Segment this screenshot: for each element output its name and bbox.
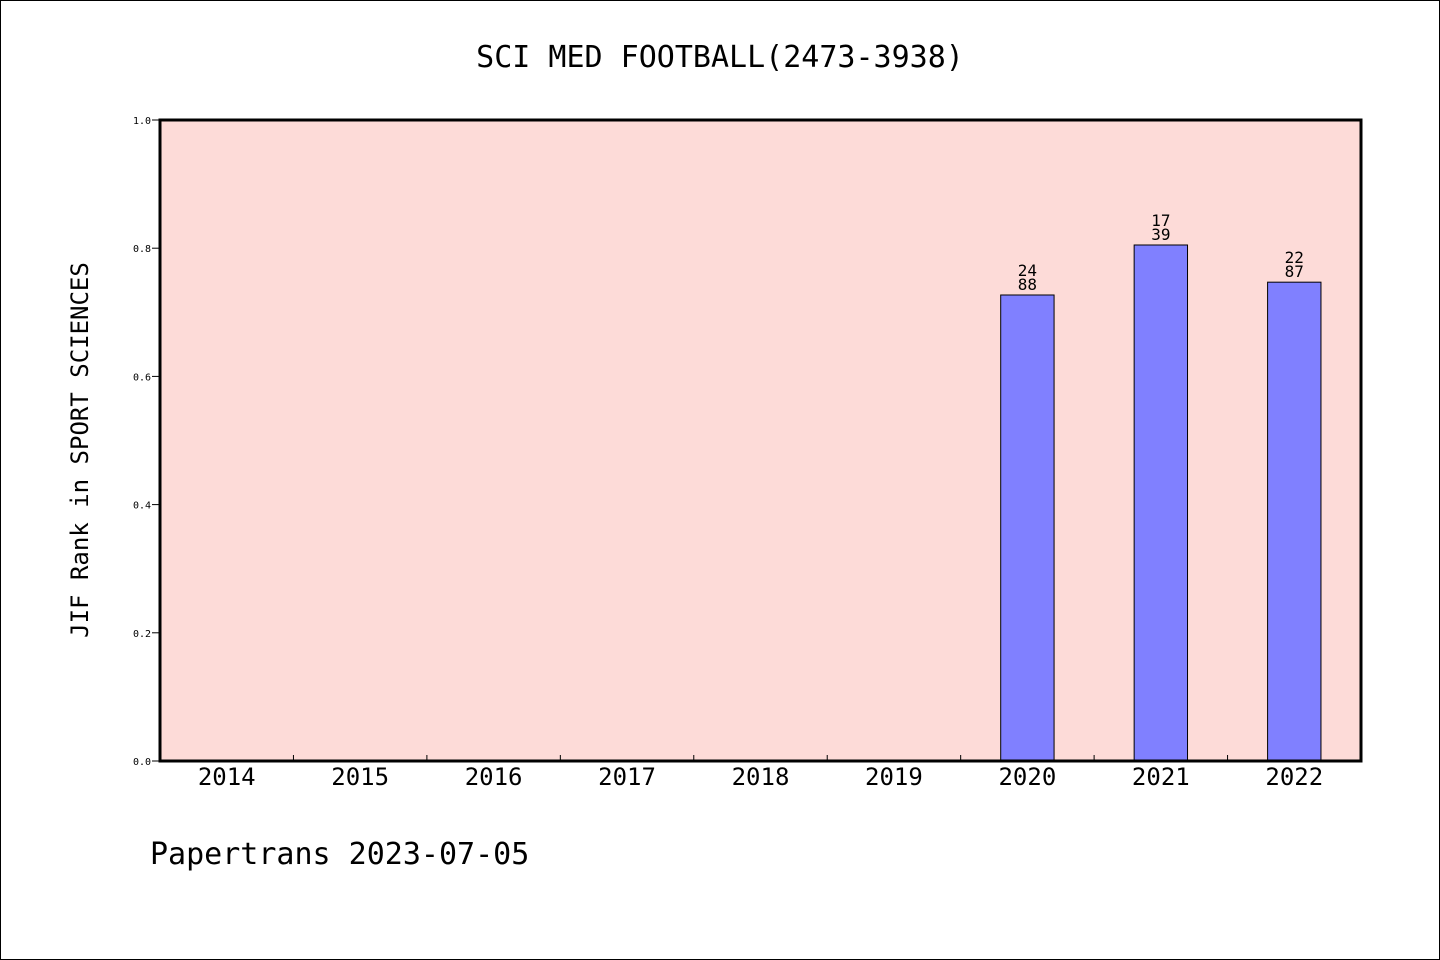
bar-2022 <box>1267 281 1322 762</box>
x-tick-label: 2021 <box>1132 763 1190 791</box>
x-tick-label: 2014 <box>198 763 256 791</box>
x-axis-ticks: 2014 2015 2016 2017 2018 2019 2020 2021 2022 <box>198 755 1323 791</box>
x-tick-label: 2018 <box>732 763 790 791</box>
plot-border <box>158 118 1363 763</box>
bar-2020 <box>1000 294 1055 762</box>
x-tick-label: 2015 <box>331 763 389 791</box>
y-axis-ticks: 0.0 0.2 0.4 0.6 0.8 1.0 <box>133 116 160 768</box>
footer-text: Papertrans 2023-07-05 <box>150 837 529 872</box>
bar-label-total: 87 <box>1285 262 1304 281</box>
bar-2021 <box>1133 244 1189 762</box>
y-tick-label: 0.2 <box>133 629 151 640</box>
y-tick-label: 0.0 <box>133 757 151 768</box>
bar-label-rank: 24 <box>1018 261 1037 280</box>
y-tick-label: 1.0 <box>133 116 151 127</box>
x-tick-label: 2020 <box>998 763 1056 791</box>
x-tick-label: 2016 <box>465 763 523 791</box>
bars-group <box>1000 244 1322 762</box>
y-tick-label: 0.6 <box>133 372 151 383</box>
y-tick-label: 0.8 <box>133 244 151 255</box>
x-tick-label: 2022 <box>1265 763 1323 791</box>
x-tick-label: 2017 <box>598 763 656 791</box>
bar-label-rank: 22 <box>1285 248 1304 267</box>
y-axis-label: JIF Rank in SPORT SCIENCES <box>66 262 94 638</box>
bar-label-total: 39 <box>1151 225 1170 244</box>
bar-label-rank: 17 <box>1151 211 1170 230</box>
x-tick-label: 2019 <box>865 763 923 791</box>
chart-title: SCI MED FOOTBALL(2473-3938) <box>476 40 964 75</box>
bar-label-total: 88 <box>1018 275 1037 294</box>
y-tick-label: 0.4 <box>133 501 151 512</box>
